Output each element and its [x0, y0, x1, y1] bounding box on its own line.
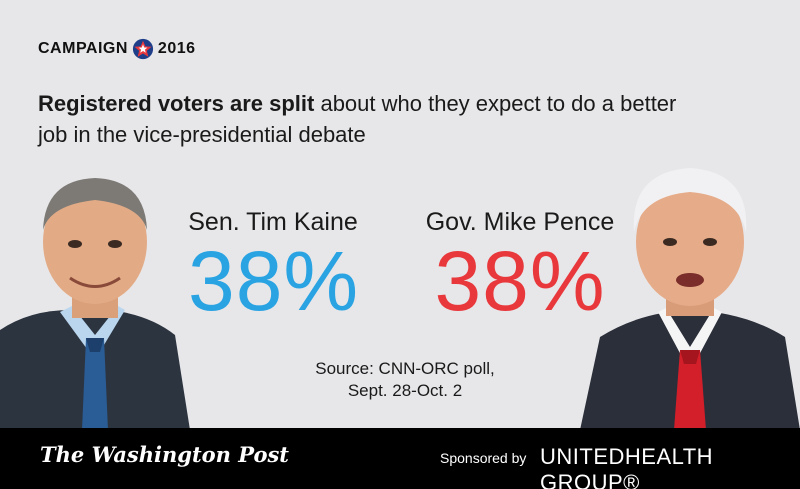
headline-rest: about who they expect to do a better job…: [38, 91, 677, 147]
headline: Registered voters are split about who th…: [38, 88, 678, 150]
candidate-name: Sen. Tim Kaine: [188, 208, 358, 236]
candidate-pence: Gov. Mike Pence 38%: [420, 208, 620, 323]
campaign-2016-logo: CAMPAIGN 2016: [38, 38, 196, 60]
sponsored-label: Sponsored by: [440, 450, 527, 466]
pence-portrait: [580, 168, 800, 430]
candidate-percent: 38%: [188, 234, 360, 328]
publisher-logo: The Washington Post: [40, 442, 289, 467]
source-line-1: Source: CNN-ORC poll,: [315, 359, 495, 378]
footer-bar: The Washington Post Sponsored by UNITEDH…: [0, 428, 800, 489]
source-line-2: Sept. 28-Oct. 2: [347, 381, 463, 400]
candidate-kaine: Sen. Tim Kaine 38%: [188, 208, 358, 323]
brand-left: CAMPAIGN: [38, 40, 128, 57]
sponsor-logo: UNITEDHEALTH GROUP®: [540, 444, 714, 489]
kaine-portrait: [0, 178, 190, 430]
candidate-name: Gov. Mike Pence: [425, 208, 615, 236]
headline-bold: Registered voters are split: [38, 91, 315, 116]
source-note: Source: CNN-ORC poll, Sept. 28-Oct. 2: [290, 358, 520, 402]
candidate-percent: 38%: [434, 234, 606, 328]
star-icon: [132, 38, 154, 60]
brand-right: 2016: [157, 40, 196, 57]
